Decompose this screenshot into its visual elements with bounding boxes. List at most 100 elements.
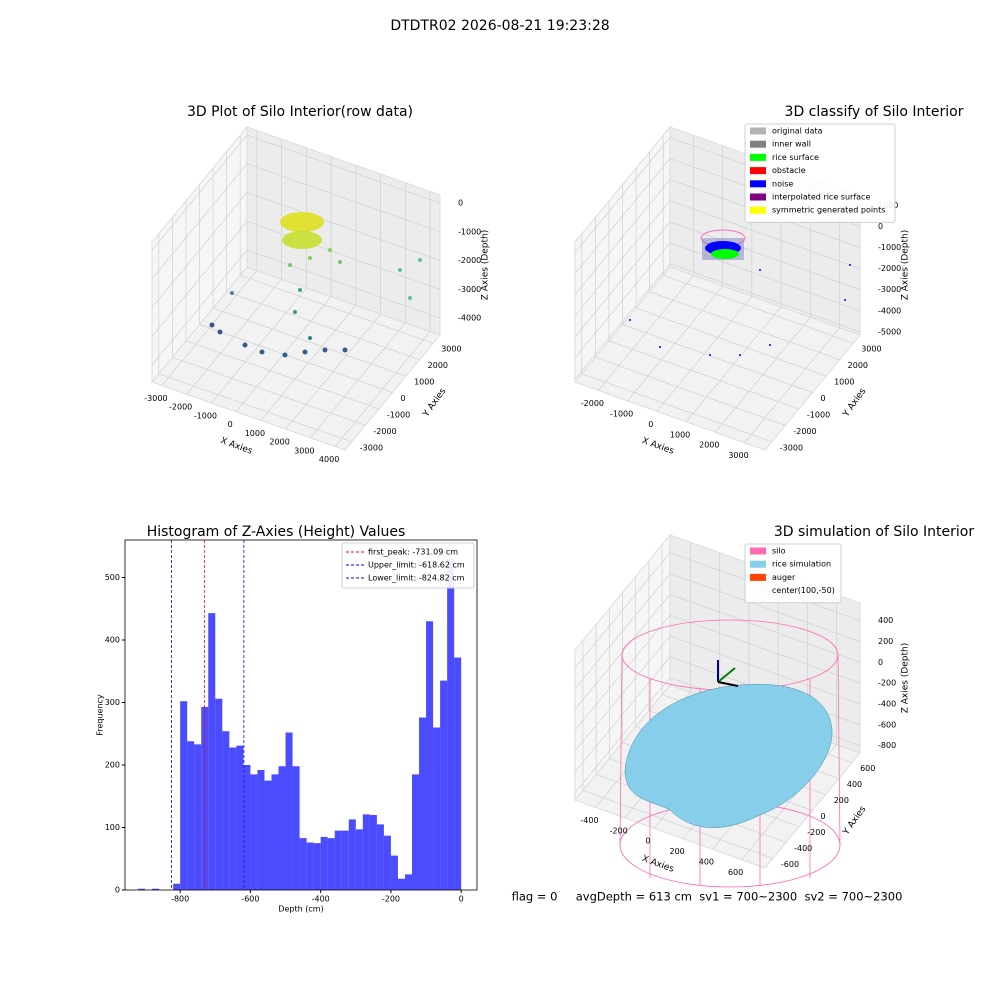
- grid-line: [574, 635, 671, 752]
- legend-swatch: [750, 140, 766, 148]
- z-tick-label: -5000: [878, 327, 901, 336]
- legend-label: symmetric generated points: [772, 206, 885, 215]
- legend-swatch: [750, 167, 766, 175]
- x-tick-label: 0: [228, 420, 233, 429]
- y-tick-label: -3000: [780, 443, 803, 452]
- z-tick-label: -1000: [878, 243, 901, 252]
- bar: [208, 613, 216, 890]
- grid-line: [574, 158, 671, 274]
- bar: [440, 680, 448, 890]
- grid-line: [608, 340, 800, 410]
- grid-line: [582, 790, 774, 859]
- legend-label: inner wall: [772, 140, 811, 149]
- x-tick-label: 600: [728, 868, 743, 877]
- bar: [152, 888, 160, 890]
- z-tick-label: -4000: [458, 314, 481, 323]
- pane: [246, 126, 441, 336]
- bar: [348, 819, 356, 890]
- bar: [215, 698, 223, 890]
- legend-box: [744, 543, 842, 604]
- grid-line: [574, 263, 671, 380]
- legend-label: interpolated rice surface: [772, 193, 870, 202]
- y-tick-label: 100: [105, 823, 120, 832]
- bar: [201, 706, 209, 890]
- grid-line: [622, 324, 813, 393]
- z-tick-label: -2000: [878, 264, 901, 273]
- grid-line: [574, 179, 671, 295]
- legend-swatch: [750, 206, 766, 214]
- rice-surface: [624, 684, 833, 828]
- grid-line: [574, 614, 671, 731]
- y-tick-label: 1000: [834, 378, 854, 387]
- x-tick-label: 2000: [699, 441, 719, 450]
- legend-swatch: [750, 547, 766, 555]
- bar: [243, 765, 251, 890]
- grid-line: [669, 242, 861, 312]
- grid-line: [246, 192, 441, 261]
- legend-label: center(100,-50): [772, 586, 835, 595]
- y-tick-label: -600: [781, 860, 799, 869]
- x-axis-label: Depth (cm): [278, 905, 323, 914]
- bar: [306, 842, 314, 890]
- x-tick-label: -400: [580, 816, 598, 825]
- z-tick-label: -600: [878, 720, 896, 729]
- z-tick-label: -4000: [878, 306, 901, 315]
- bar: [376, 824, 384, 890]
- grid-line: [669, 573, 861, 642]
- y-tick-label: 1000: [414, 378, 434, 387]
- chart-title: 3D Plot of Silo Interior(row data): [187, 104, 413, 120]
- x-tick-label: 0: [459, 895, 464, 904]
- bar: [236, 745, 244, 890]
- y-tick-label: -200: [807, 828, 825, 837]
- bar: [299, 838, 307, 890]
- legend-swatch: [750, 127, 766, 135]
- x-tick-label: -600: [241, 895, 259, 904]
- grid-line: [226, 291, 420, 360]
- grid-line: [172, 357, 366, 426]
- legend-label: first_peak: -731.09 cm: [368, 548, 458, 557]
- axes-frame: [124, 539, 478, 891]
- grid-line: [669, 594, 861, 663]
- grid-line: [246, 134, 441, 204]
- bar: [173, 883, 181, 890]
- chart-title: 3D classify of Silo Interior: [785, 104, 964, 120]
- grid-line: [151, 163, 248, 280]
- legend-swatch: [750, 560, 766, 568]
- bar: [194, 744, 202, 890]
- grid-line: [574, 573, 671, 689]
- bar: [229, 747, 237, 890]
- bar: [397, 878, 405, 890]
- y-tick-label: 200: [105, 761, 120, 770]
- legend-swatch: [750, 193, 766, 201]
- y-tick-label: -400: [794, 844, 812, 853]
- auger: [717, 660, 739, 687]
- legend-label: Upper_limit: -618.62 cm: [368, 561, 465, 570]
- x-tick-label: -1000: [194, 411, 217, 420]
- bar: [454, 657, 462, 890]
- bar: [447, 558, 455, 890]
- x-tick-label: -200: [610, 826, 628, 835]
- y-tick-label: 0: [401, 394, 406, 403]
- grid-line: [574, 677, 671, 793]
- legend-label: rice simulation: [772, 560, 831, 569]
- grid-line: [635, 307, 827, 377]
- z-tick-label: 200: [878, 637, 893, 646]
- x-tick-label: 2000: [269, 438, 289, 447]
- x-tick-label: 0: [648, 420, 653, 429]
- legend-label: silo: [772, 547, 786, 556]
- grid-line: [574, 552, 671, 668]
- bar: [412, 774, 420, 890]
- y-tick-label: 2000: [848, 361, 868, 370]
- x-axis-label: X Axies: [219, 436, 254, 457]
- x-tick-label: -2000: [581, 399, 604, 408]
- grid-line: [669, 200, 861, 270]
- grid-line: [246, 163, 441, 233]
- z-tick-label: -2000: [458, 256, 481, 265]
- grid-line: [669, 614, 861, 684]
- bar: [271, 774, 279, 890]
- bar: [334, 830, 342, 890]
- legend-box: [744, 123, 896, 223]
- legend-label: Lower_limit: -824.82 cm: [368, 574, 465, 583]
- x-tick-label: 4000: [319, 455, 339, 464]
